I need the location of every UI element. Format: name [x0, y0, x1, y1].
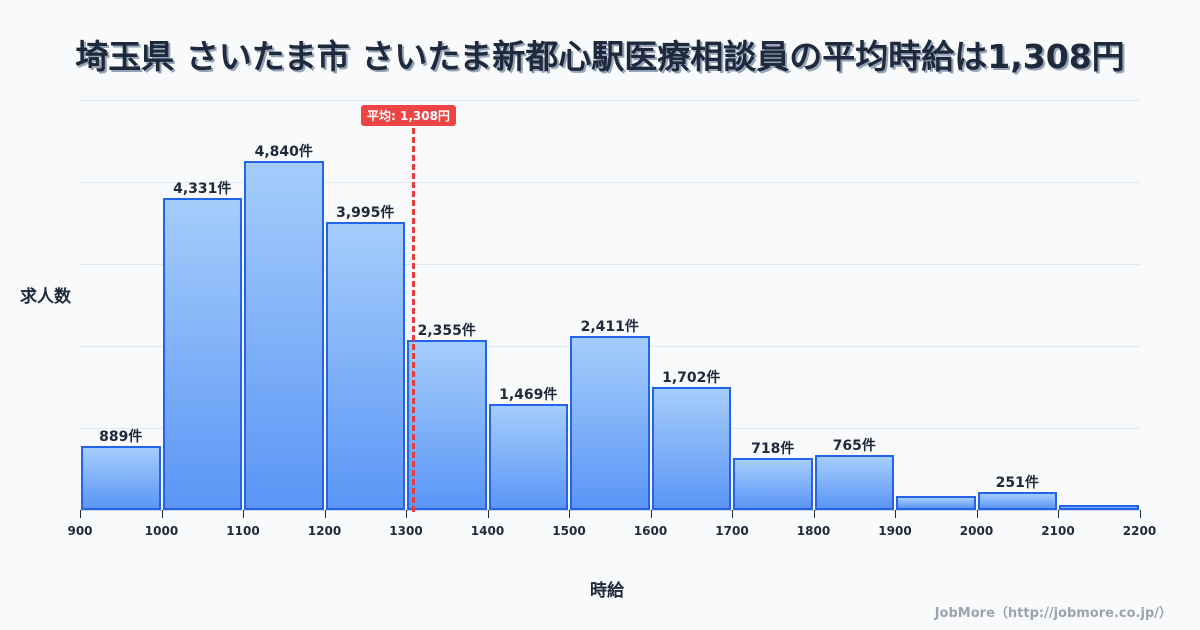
x-tick-label: 1300 — [389, 524, 423, 538]
x-tick-label: 1200 — [307, 524, 342, 538]
gridline — [80, 182, 1140, 183]
bar-value-label: 251件 — [995, 474, 1039, 491]
x-tick — [895, 510, 896, 518]
average-line — [412, 128, 415, 512]
bar-value-label: 1,469件 — [499, 387, 558, 404]
x-tick-label: 1600 — [633, 524, 668, 538]
histogram-bar — [977, 491, 1057, 510]
bar-value-label: 2,411件 — [580, 319, 639, 336]
histogram-bar — [651, 387, 731, 510]
x-tick-label: 2200 — [1122, 524, 1157, 538]
histogram-bar — [81, 445, 161, 510]
x-tick — [80, 510, 81, 518]
histogram-bar — [733, 458, 813, 510]
x-tick-label: 2000 — [959, 524, 994, 538]
x-axis-label: 時給 — [590, 581, 624, 601]
histogram-bar — [896, 496, 976, 510]
bar-value-label: 2,355件 — [417, 323, 476, 340]
x-tick — [243, 510, 244, 518]
x-tick — [161, 510, 163, 518]
y-axis-label: 求人数 — [20, 287, 71, 307]
x-tick — [1058, 510, 1059, 518]
x-tick-label: 900 — [67, 524, 93, 538]
histogram-bar — [570, 336, 650, 510]
histogram-bar — [814, 454, 894, 510]
x-tick — [976, 510, 978, 518]
gridline — [80, 100, 1140, 101]
gridline — [80, 264, 1140, 265]
x-tick — [813, 510, 815, 518]
bar-value-label: 889件 — [99, 428, 143, 445]
x-tick-label: 1700 — [715, 524, 749, 538]
x-tick — [732, 510, 733, 518]
x-tick-label: 2100 — [1041, 524, 1075, 538]
average-badge: 平均: 1,308円 — [361, 105, 456, 126]
x-tick-label: 1800 — [796, 524, 831, 538]
x-tick — [406, 510, 407, 518]
histogram-bar — [162, 197, 242, 510]
x-tick-label: 1900 — [878, 524, 912, 538]
x-tick-label: 1500 — [552, 524, 586, 538]
bar-value-label: 718件 — [751, 441, 795, 458]
bar-value-label: 4,331件 — [173, 180, 232, 197]
histogram-bar — [325, 221, 405, 510]
histogram-bar — [488, 404, 568, 510]
x-tick-label: 1400 — [470, 524, 505, 538]
x-tick — [1139, 510, 1141, 518]
bar-value-label: 1,702件 — [662, 370, 721, 387]
bar-value-label: 3,995件 — [336, 204, 395, 221]
histogram-bar — [1059, 504, 1139, 510]
bar-value-label: 4,840件 — [254, 144, 313, 161]
page-title: 埼玉県 さいたま市 さいたま新都心駅医療相談員の平均時給は1,308円 — [75, 37, 1125, 76]
x-tick — [324, 510, 326, 518]
x-tick-label: 1100 — [226, 524, 260, 538]
bar-value-label: 765件 — [832, 437, 876, 454]
x-tick — [650, 510, 652, 518]
x-tick-label: 1000 — [144, 524, 179, 538]
x-tick — [487, 510, 489, 518]
credit-text: JobMore（http://jobmore.co.jp/） — [934, 606, 1172, 621]
x-tick — [569, 510, 570, 518]
x-axis-line — [80, 510, 1140, 511]
histogram-bar — [407, 340, 487, 510]
histogram-bar — [244, 161, 324, 510]
